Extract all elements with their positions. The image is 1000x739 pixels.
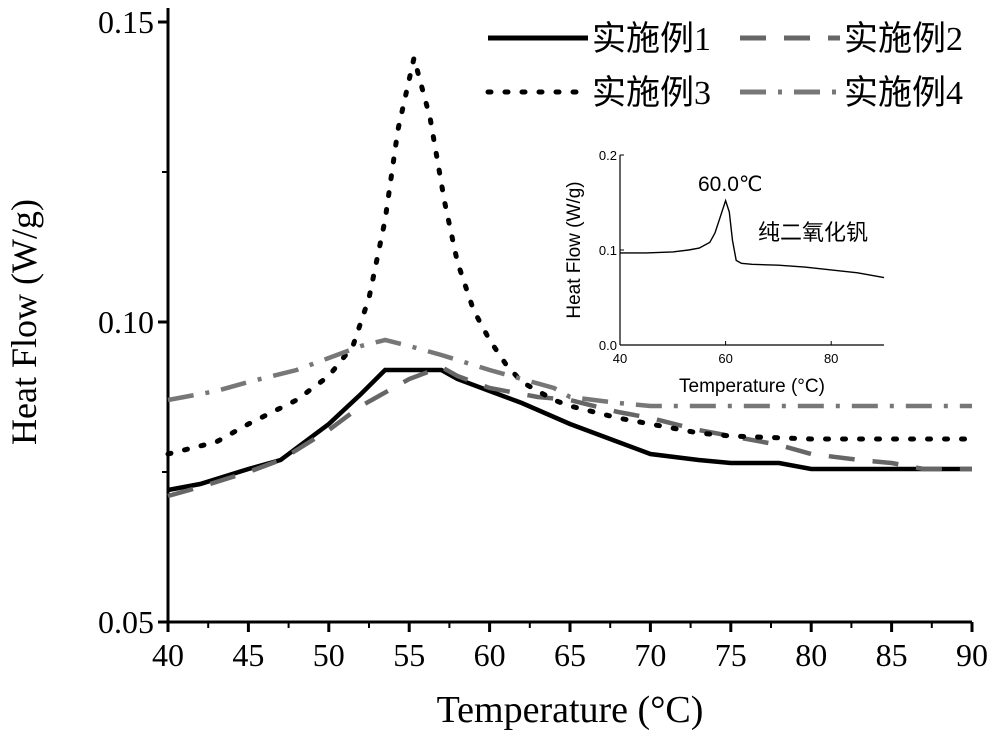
y-axis-label: Heat Flow (W/g) bbox=[4, 199, 44, 445]
legend-label-1: 实施例1 bbox=[592, 20, 711, 58]
x-tick-label: 55 bbox=[393, 637, 425, 673]
inset-series-line bbox=[620, 198, 885, 279]
inset-y-tick-label: 0.2 bbox=[599, 148, 617, 163]
x-tick-label: 75 bbox=[715, 637, 747, 673]
series-line-2 bbox=[167, 364, 972, 499]
legend-label-2: 实施例2 bbox=[844, 20, 963, 58]
series-line-1 bbox=[167, 367, 972, 493]
series-line-3 bbox=[165, 57, 975, 457]
legend-label-4: 实施例4 bbox=[844, 74, 963, 112]
legend-label-3: 实施例3 bbox=[592, 74, 711, 112]
inset-y-tick-label: 0.1 bbox=[599, 243, 617, 258]
x-tick-label: 90 bbox=[956, 637, 988, 673]
x-tick-label: 70 bbox=[634, 637, 666, 673]
inset-plot: 40 60 80 0.0 0.1 0.2 60.0℃ 纯二氧化钒 Temperature (°C… bbox=[564, 148, 885, 397]
y-tick-label: 0.15 bbox=[98, 4, 154, 40]
legend: 实施例1 实施例2 实施例3 实施例4 bbox=[485, 20, 963, 112]
series-line-4 bbox=[167, 337, 972, 409]
inset-x-tick-label: 60 bbox=[718, 351, 732, 366]
inset-y-axis-label: Heat Flow (W/g) bbox=[564, 181, 585, 318]
x-tick-label: 45 bbox=[232, 637, 264, 673]
inset-x-axis-label: Temperature (°C) bbox=[679, 376, 825, 397]
y-tick-label: 0.05 bbox=[98, 604, 154, 640]
x-tick-label: 65 bbox=[554, 637, 586, 673]
x-tick-label: 85 bbox=[876, 637, 908, 673]
y-tick-label: 0.10 bbox=[98, 304, 154, 340]
main-plot: 40 45 50 55 60 65 70 75 80 85 90 0.05 0.10 0.15 bbox=[98, 4, 988, 673]
inset-peak-annotation: 60.0℃ bbox=[698, 173, 762, 196]
x-tick-label: 80 bbox=[795, 637, 827, 673]
x-tick-label: 40 bbox=[152, 637, 184, 673]
x-tick-label: 50 bbox=[313, 637, 345, 673]
inset-x-tick-label: 40 bbox=[613, 351, 627, 366]
inset-x-tick-label: 80 bbox=[824, 351, 838, 366]
x-tick-label: 60 bbox=[474, 637, 506, 673]
inset-y-tick-label: 0.0 bbox=[599, 338, 617, 353]
inset-sample-label: 纯二氧化钒 bbox=[758, 220, 868, 245]
x-axis-label: Temperature (°C) bbox=[437, 689, 704, 731]
